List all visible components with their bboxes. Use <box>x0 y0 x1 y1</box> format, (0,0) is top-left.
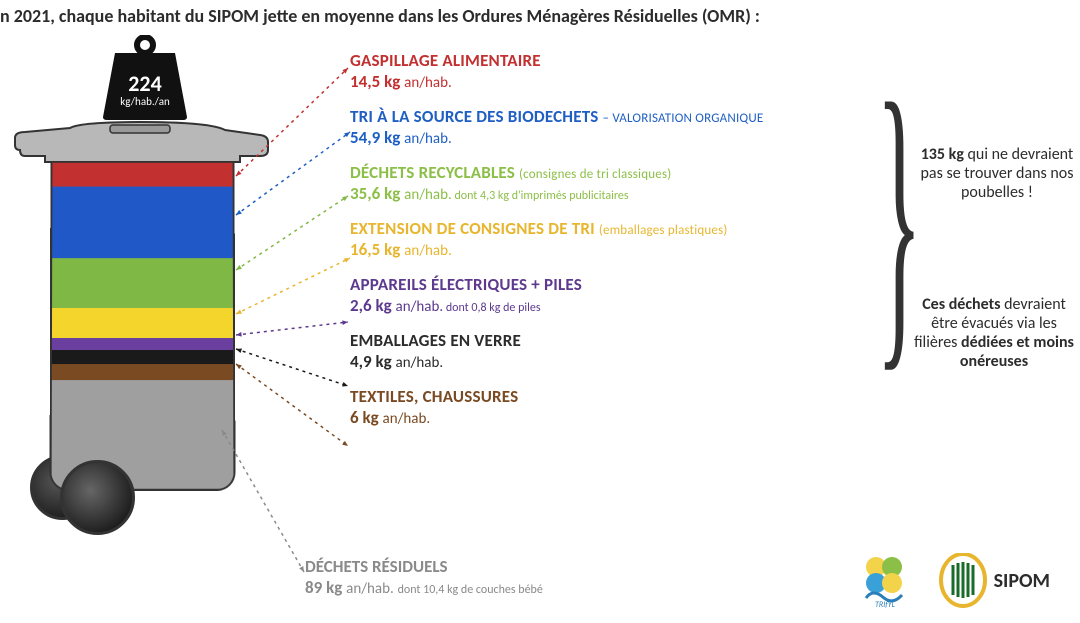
entry-title: EMBALLAGES EN VERRE <box>350 330 890 351</box>
entry-title: EXTENSION DE CONSIGNES DE TRI (emballage… <box>350 218 890 239</box>
entry-value-line: 4,9 kg an/hab. <box>350 351 890 372</box>
entry-food: GASPILLAGE ALIMENTAIRE 14,5 kg an/hab. <box>350 50 890 92</box>
residual-extra: dont 10,4 kg de couches bébé <box>398 583 543 597</box>
bin-body <box>50 161 236 491</box>
entry-title: TEXTILES, CHAUSSURES <box>350 386 890 407</box>
entry-recycle: DÉCHETS RECYCLABLES (consignes de tri cl… <box>350 162 890 204</box>
residual-value: 89 kg <box>305 577 342 598</box>
logo-area: TRIfYL SIPOM <box>858 553 1050 608</box>
residual-title: DÉCHETS RÉSIDUELS <box>305 556 805 577</box>
entry-value-line: 14,5 kg an/hab. <box>350 71 890 92</box>
entry-title: DÉCHETS RECYCLABLES (consignes de tri cl… <box>350 162 890 183</box>
residual-unit: an/hab. <box>346 580 394 598</box>
entry-bio: TRI À LA SOURCE DES BIODECHETS – VALORIS… <box>350 106 890 148</box>
bin-layer-textile <box>52 364 233 380</box>
bin-layer-plastic <box>52 308 233 338</box>
entry-title: APPAREILS ÉLECTRIQUES + PILES <box>350 274 890 295</box>
entry-value-line: 2,6 kg an/hab. dont 0,8 kg de piles <box>350 295 890 316</box>
page-title: n 2021, chaque habitant du SIPOM jette e… <box>0 5 760 27</box>
entry-title: TRI À LA SOURCE DES BIODECHETS – VALORIS… <box>350 106 890 127</box>
bin-lid <box>10 120 270 165</box>
callout-filieres: Ces déchets devraient être évacués via l… <box>910 295 1078 371</box>
bin-wheel-front <box>60 460 135 535</box>
bin-diagram: 224 kg/hab./an <box>20 90 260 530</box>
total-weight-icon: 224 kg/hab./an <box>85 35 205 120</box>
bin-layer-glass <box>52 350 233 364</box>
total-weight-unit: kg/hab./an <box>85 95 205 108</box>
entry-value-line: 54,9 kg an/hab. <box>350 127 890 148</box>
trifyl-logo: TRIfYL <box>858 553 913 608</box>
bin-layer-electric <box>52 338 233 350</box>
sipom-logo: SIPOM <box>938 553 1050 608</box>
bin <box>20 120 260 530</box>
callout-135kg: 135 kg qui ne devraient pas se trouver d… <box>916 145 1078 202</box>
entry-value-line: 6 kg an/hab. <box>350 407 890 428</box>
entry-value-line: 16,5 kg an/hab. <box>350 239 890 260</box>
entry-glass: EMBALLAGES EN VERRE 4,9 kg an/hab. <box>350 330 890 372</box>
bin-layer-food <box>52 163 232 187</box>
total-weight-value: 224 <box>85 70 205 97</box>
residual-entry: DÉCHETS RÉSIDUELS 89 kg an/hab. dont 10,… <box>305 556 805 598</box>
category-list: GASPILLAGE ALIMENTAIRE 14,5 kg an/hab. TR… <box>350 50 890 442</box>
entry-value-line: 35,6 kg an/hab. dont 4,3 kg d'imprimés p… <box>350 183 890 204</box>
entry-electric: APPAREILS ÉLECTRIQUES + PILES 2,6 kg an/… <box>350 274 890 316</box>
entry-textile: TEXTILES, CHAUSSURES 6 kg an/hab. <box>350 386 890 428</box>
entry-title: GASPILLAGE ALIMENTAIRE <box>350 50 890 71</box>
bin-layer-bio <box>52 187 233 259</box>
bin-layer-recycle <box>52 258 233 308</box>
sipom-logo-text: SIPOM <box>994 569 1050 593</box>
svg-text:TRIfYL: TRIfYL <box>875 600 896 608</box>
entry-plastic: EXTENSION DE CONSIGNES DE TRI (emballage… <box>350 218 890 260</box>
